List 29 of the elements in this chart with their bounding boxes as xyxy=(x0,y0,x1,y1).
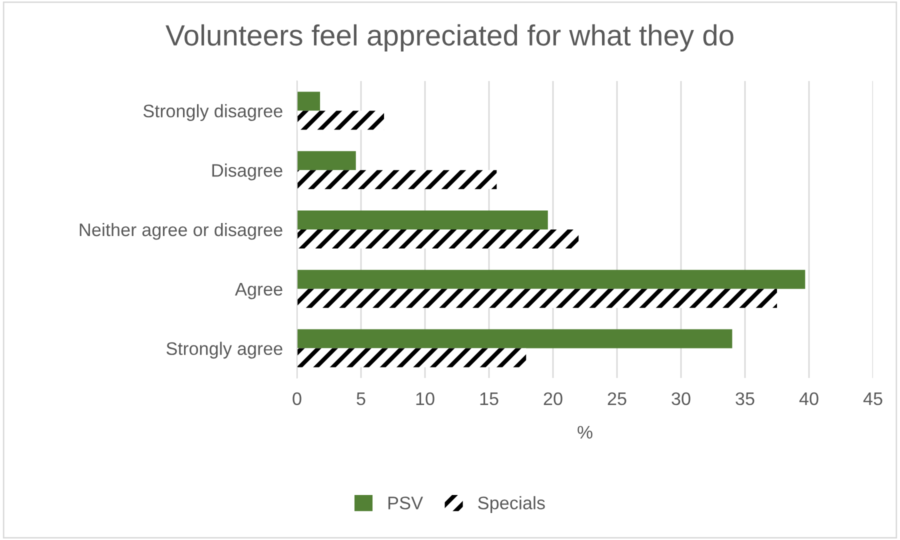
chart-title: Volunteers feel appreciated for what they do xyxy=(166,24,734,52)
x-tick-label: 35 xyxy=(736,392,754,406)
y-tick-label: Strongly agree xyxy=(166,342,282,359)
x-tick-label: 5 xyxy=(356,392,366,406)
x-tick-label: 40 xyxy=(799,392,818,406)
bar xyxy=(297,270,806,289)
x-tick-label: 10 xyxy=(416,392,434,406)
x-tick-label: 20 xyxy=(544,392,562,406)
x-tick-label: 25 xyxy=(608,392,626,406)
bar xyxy=(297,170,497,190)
bar xyxy=(297,92,320,111)
x-tick-label: 15 xyxy=(480,392,498,406)
bar xyxy=(297,151,356,170)
legend-label: Specials xyxy=(478,496,545,513)
legend-label: PSV xyxy=(388,496,424,510)
x-tick-label: 0 xyxy=(292,392,302,406)
x-tick-label: 30 xyxy=(672,392,690,406)
y-tick-label: Agree xyxy=(234,283,282,300)
y-tick-label: Disagree xyxy=(212,164,282,180)
bar xyxy=(297,329,732,348)
bar xyxy=(297,348,526,368)
y-tick-label: Strongly disagree xyxy=(143,104,282,121)
bar xyxy=(297,288,777,308)
x-axis-title: % xyxy=(578,426,592,439)
y-tick-label: Neither agree or disagree xyxy=(80,222,282,240)
bar xyxy=(297,110,384,130)
bar xyxy=(297,230,579,249)
x-tick-label: 45 xyxy=(863,392,882,406)
bar xyxy=(297,210,548,230)
